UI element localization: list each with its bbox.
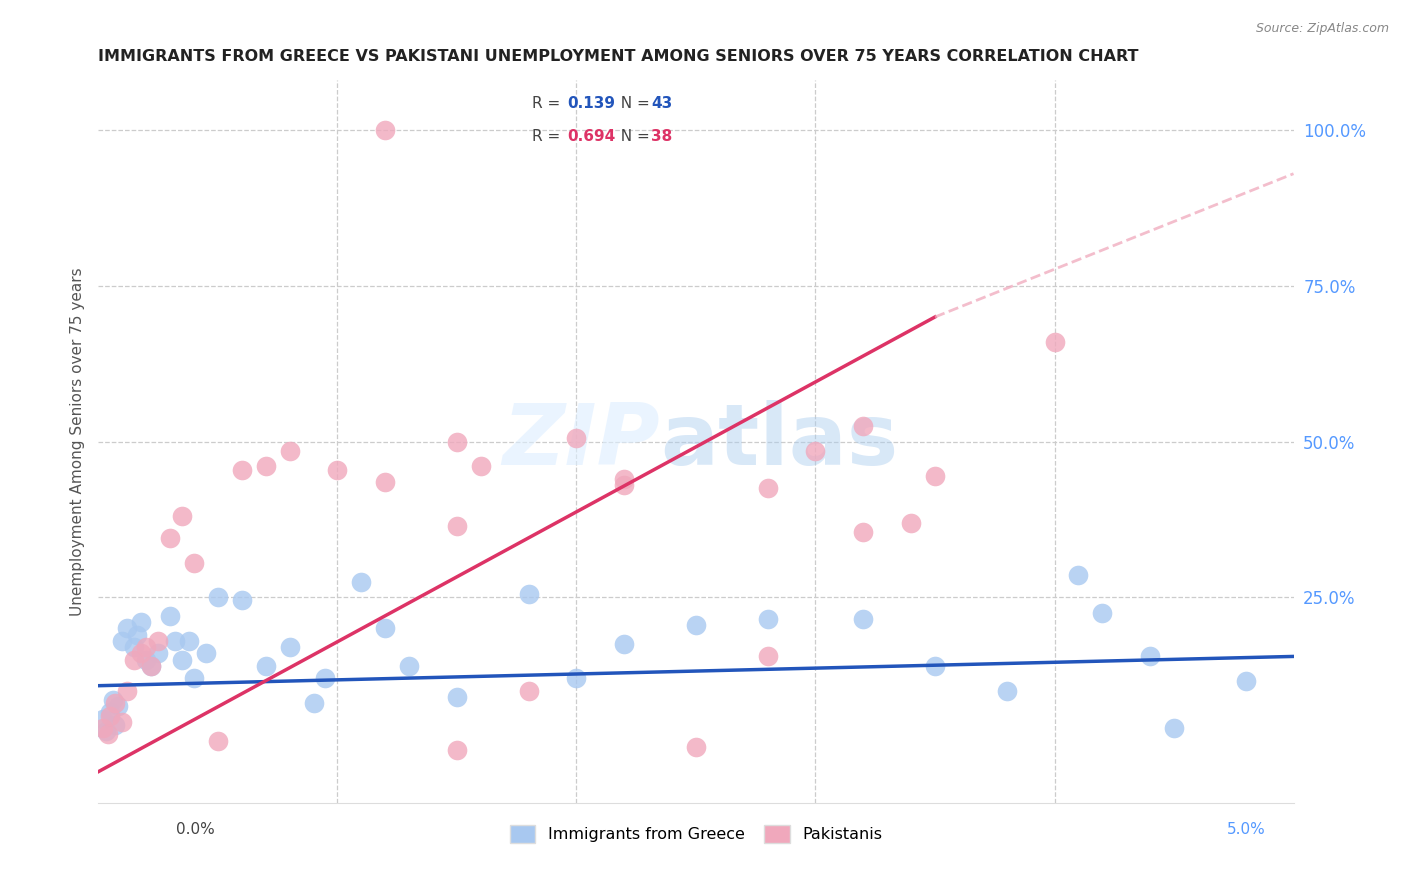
Legend: Immigrants from Greece, Pakistanis: Immigrants from Greece, Pakistanis (503, 819, 889, 849)
Point (107, 699, 129, 714)
Point (1234, 674, 1257, 689)
Point (852, 612, 875, 626)
Point (231, 462, 253, 476)
Point (565, 432, 588, 446)
Point (756, 481, 779, 495)
Point (756, 612, 779, 626)
Point (135, 640, 157, 654)
Point (517, 683, 540, 698)
Point (139, 658, 162, 673)
Text: N =: N = (610, 95, 654, 111)
Point (374, 475, 396, 489)
Point (131, 646, 153, 660)
Point (98, 706, 122, 720)
Point (91, 712, 114, 726)
Text: 0.139: 0.139 (568, 95, 616, 111)
Point (104, 718, 127, 732)
Point (852, 524, 875, 539)
Point (254, 658, 277, 673)
Point (613, 478, 636, 492)
Point (900, 516, 922, 530)
Point (1091, 606, 1114, 620)
Point (995, 683, 1018, 698)
Point (1067, 568, 1090, 582)
Point (1139, 649, 1161, 664)
Point (115, 683, 138, 698)
Point (613, 637, 636, 651)
Point (125, 627, 148, 641)
Text: N =: N = (610, 129, 654, 145)
Point (804, 443, 827, 458)
Point (565, 671, 588, 685)
Point (207, 591, 229, 605)
Point (101, 693, 124, 707)
Text: 0.694: 0.694 (568, 129, 616, 145)
Point (924, 658, 946, 673)
Point (124, 640, 146, 654)
Point (139, 658, 162, 673)
Point (685, 618, 707, 632)
Text: 43: 43 (651, 95, 672, 111)
Point (446, 434, 468, 449)
Text: 38: 38 (651, 129, 672, 145)
Point (231, 593, 253, 607)
Point (446, 743, 468, 757)
Point (517, 587, 540, 601)
Point (135, 652, 157, 666)
Text: atlas: atlas (661, 400, 898, 483)
Point (183, 671, 205, 685)
Text: Source: ZipAtlas.com: Source: ZipAtlas.com (1256, 22, 1389, 36)
Point (94, 724, 117, 739)
Point (91, 721, 114, 735)
Point (446, 690, 468, 704)
Point (1163, 721, 1185, 735)
Point (315, 671, 337, 685)
Point (398, 658, 420, 673)
Y-axis label: Unemployment Among Seniors over 75 years: Unemployment Among Seniors over 75 years (69, 268, 84, 615)
Point (756, 649, 779, 664)
Point (613, 472, 636, 486)
Point (326, 462, 349, 476)
Point (183, 556, 205, 570)
Point (278, 443, 301, 458)
Point (302, 696, 325, 710)
Point (163, 633, 186, 648)
Point (124, 652, 146, 666)
Text: R =: R = (531, 129, 565, 145)
Point (115, 621, 138, 635)
Point (148, 633, 170, 648)
Point (207, 733, 229, 747)
Point (446, 518, 468, 533)
Text: R =: R = (531, 95, 565, 111)
Text: ZIP: ZIP (502, 400, 661, 483)
Point (97, 727, 120, 741)
Point (1043, 334, 1066, 349)
Point (470, 459, 492, 474)
Point (159, 531, 181, 545)
Point (195, 646, 218, 660)
Point (278, 640, 301, 654)
Point (159, 609, 181, 624)
Text: 0.0%: 0.0% (176, 822, 215, 838)
Point (131, 615, 153, 630)
Point (254, 459, 277, 474)
Text: 5.0%: 5.0% (1226, 822, 1265, 838)
Point (685, 739, 707, 754)
Point (172, 509, 194, 524)
Point (374, 621, 396, 635)
Point (104, 696, 127, 710)
Point (172, 652, 194, 666)
Text: IMMIGRANTS FROM GREECE VS PAKISTANI UNEMPLOYMENT AMONG SENIORS OVER 75 YEARS COR: IMMIGRANTS FROM GREECE VS PAKISTANI UNEM… (98, 49, 1139, 64)
Point (111, 714, 134, 729)
Point (179, 633, 201, 648)
Point (98, 708, 122, 723)
Point (924, 468, 946, 483)
Point (148, 646, 170, 660)
Point (852, 419, 875, 434)
Point (111, 633, 134, 648)
Point (350, 574, 373, 589)
Point (374, 123, 396, 137)
